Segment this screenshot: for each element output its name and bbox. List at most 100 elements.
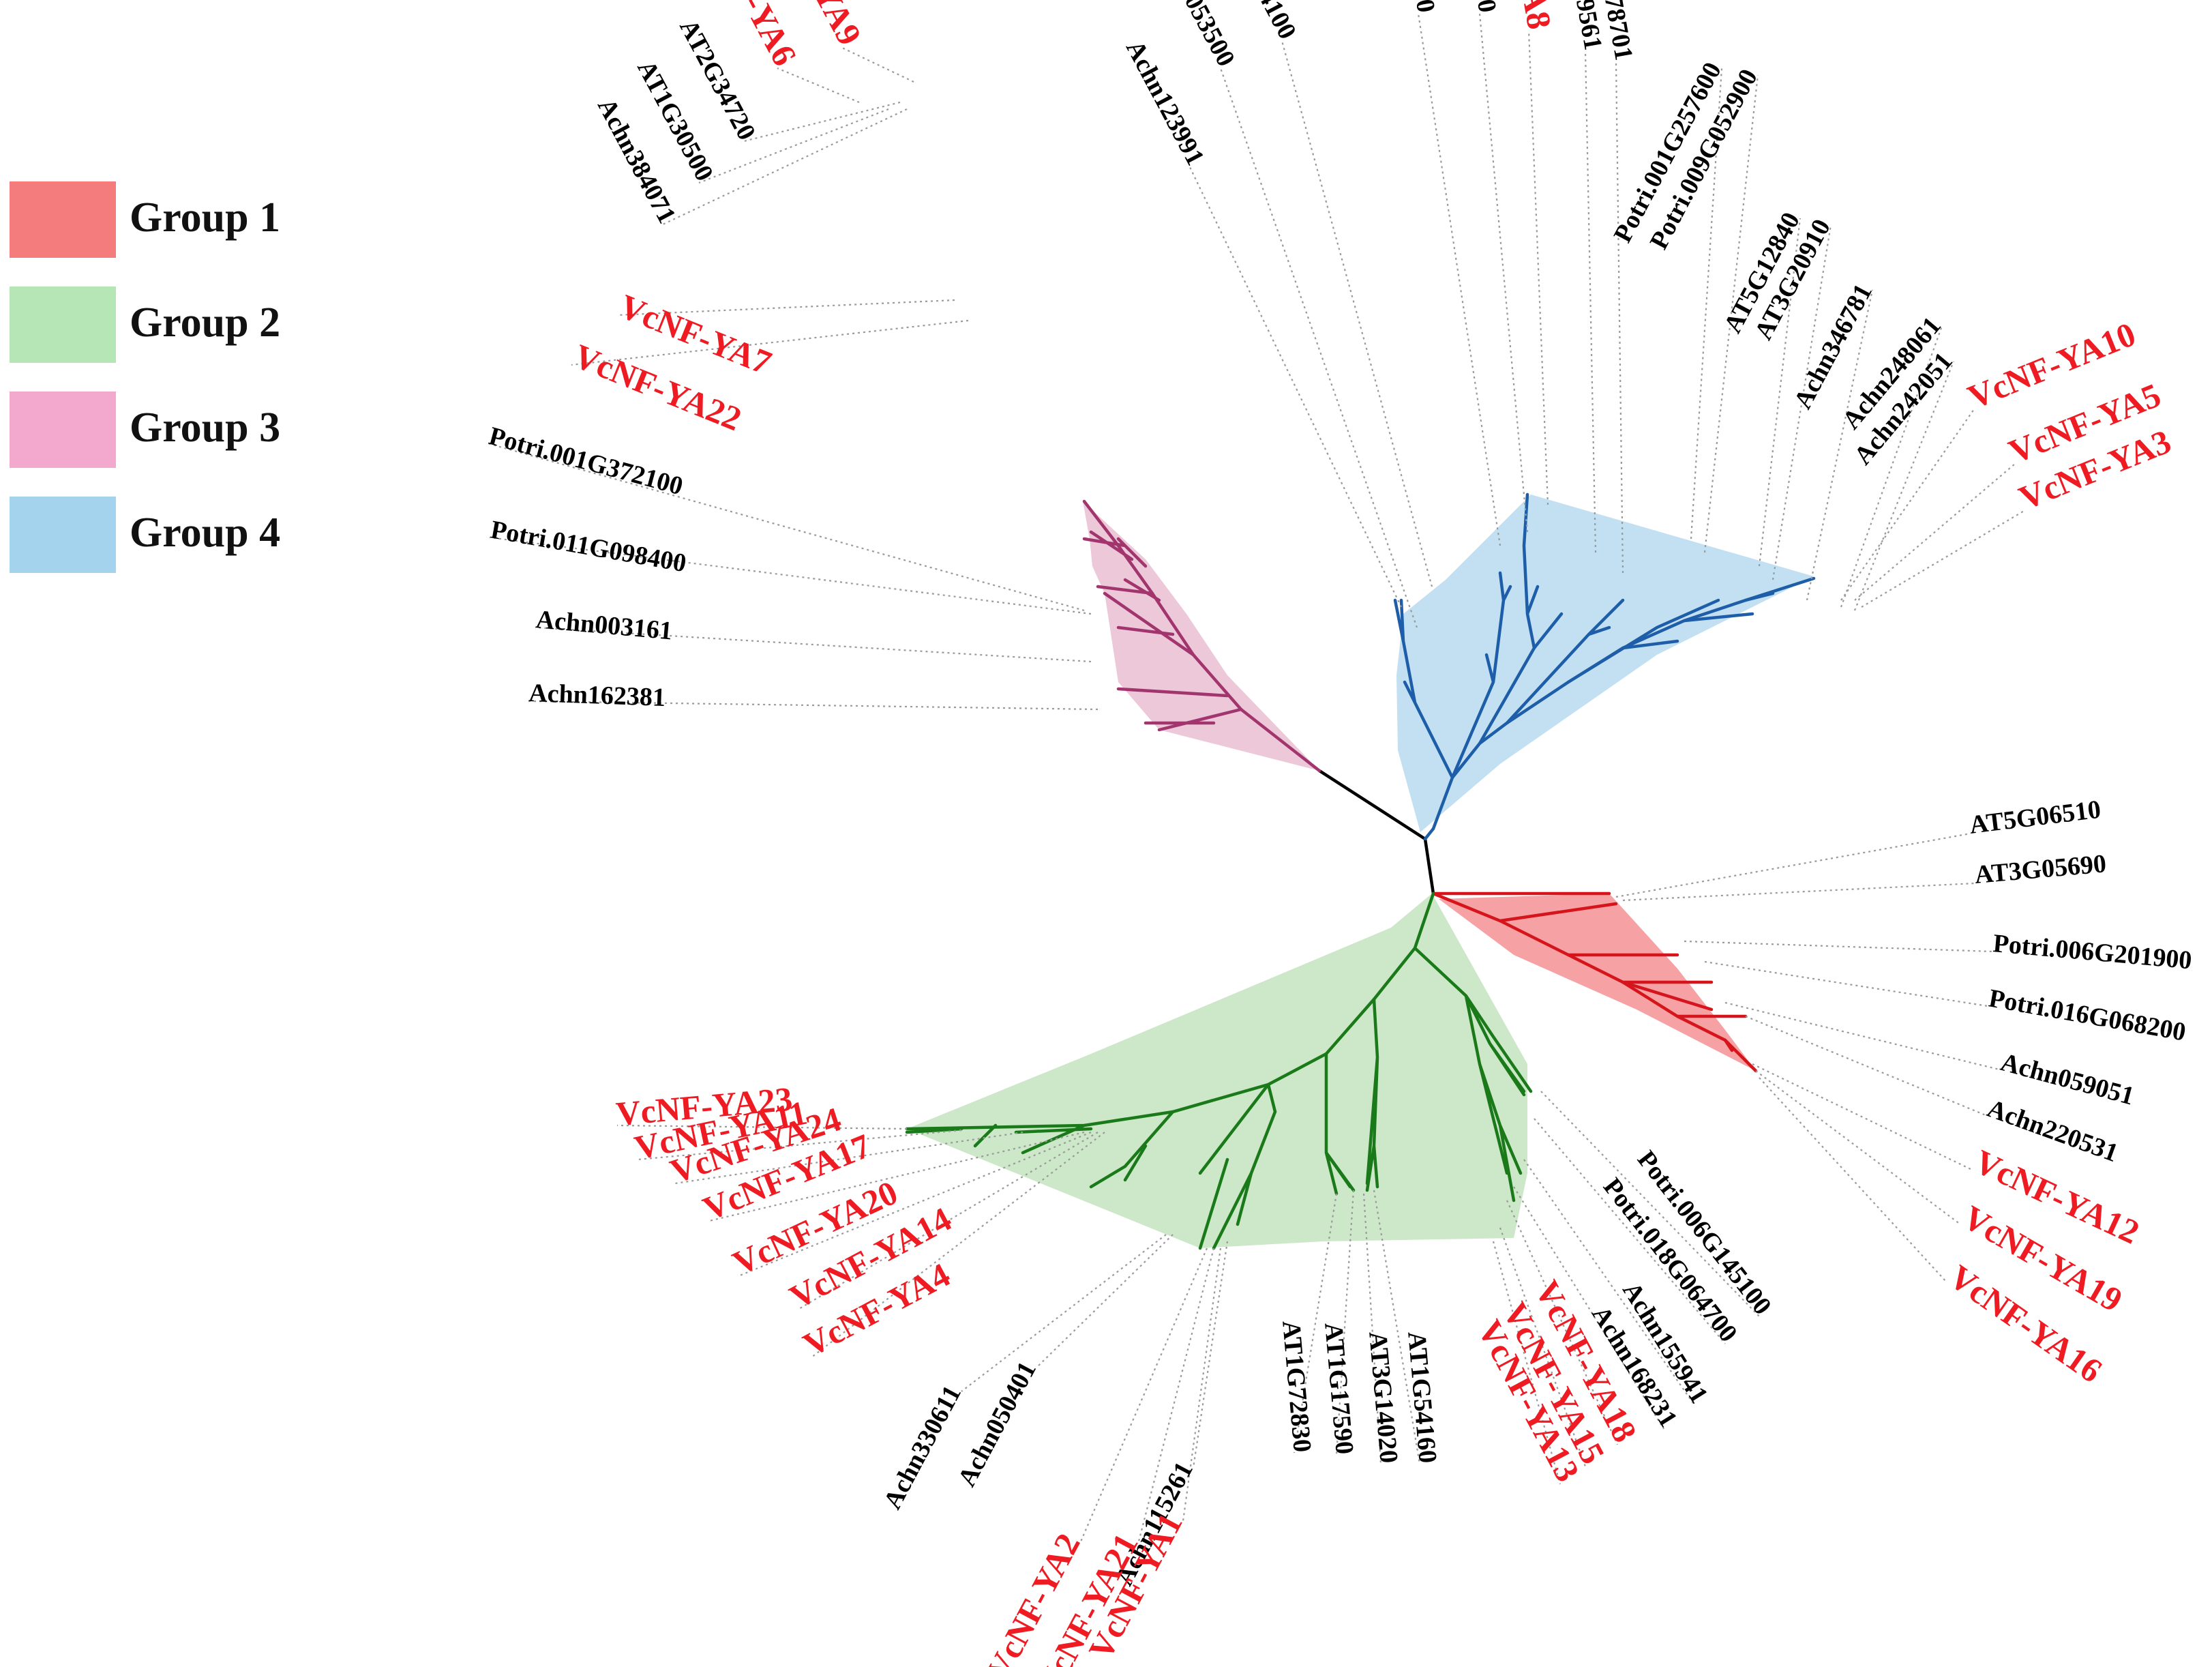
leader-line [1861, 510, 2026, 608]
leaf-label-achn123991: Achn123991 [1120, 35, 1210, 170]
group-4-stem [1423, 827, 1435, 841]
group-1-branches [1431, 891, 1748, 1052]
leader-line [1079, 1248, 1208, 1542]
leader-line [1417, 13, 1501, 546]
leader-line [1492, 1241, 1561, 1485]
leader-line [698, 108, 889, 184]
leader-line [1137, 1248, 1215, 1542]
leaf-label-vcnf-ya8: VcNF-YA8 [1493, 0, 1559, 32]
leader-line [1219, 68, 1418, 628]
leader-line [1189, 166, 1402, 608]
leaf-label-at1g17590: AT1G17590 [1319, 1321, 1359, 1455]
leader-line [1704, 960, 1988, 1007]
leader-line [1752, 1063, 1973, 1170]
root-branch [1317, 769, 1435, 896]
leaf-label-at3g14020: AT3G14020 [1363, 1330, 1403, 1464]
leader-line [961, 1234, 1167, 1392]
leader-line [1036, 1234, 1174, 1368]
legend-label-group-4: Group 4 [130, 510, 281, 556]
leader-line-layer [487, 13, 2026, 1542]
leader-line [1293, 1193, 1338, 1454]
legend-label-group-3: Group 3 [130, 404, 281, 451]
group-4-shading [1396, 495, 1814, 832]
leader-line [1703, 74, 1759, 553]
leader-line [1335, 1190, 1355, 1456]
legend-label-group-1: Group 1 [130, 194, 281, 241]
leaf-label-potri-011g098400: Potri.011G098400 [488, 516, 688, 578]
leader-line [1840, 325, 1943, 608]
leader-line [1684, 940, 1993, 953]
leader-line [1690, 68, 1723, 540]
leader-line [528, 700, 1098, 711]
leader-line [1745, 1015, 1986, 1117]
leaf-label-achn162381: Achn162381 [528, 679, 666, 712]
leaf-label-at1g54160: AT1G54160 [1402, 1330, 1442, 1464]
leader-line [841, 47, 914, 83]
leader-line [1513, 1186, 1664, 1430]
group-2-backbone [905, 891, 1435, 1131]
leader-line [1499, 1227, 1587, 1467]
leaf-label-potri-006g201900: Potri.006G201900 [1992, 929, 2193, 975]
legend-item-group-4: Group 4 [10, 497, 280, 573]
group-2-branches [905, 946, 1533, 1250]
leader-line [1622, 882, 1976, 902]
leader-line [811, 1132, 1105, 1358]
leaf-label-achn059051: Achn059051 [1998, 1048, 2138, 1110]
leader-line [1615, 61, 1624, 574]
leaf-label-potri-016g068200: Potri.016G068200 [1986, 984, 2187, 1047]
leader-line [616, 1124, 908, 1130]
group-3-shading [1083, 501, 1319, 771]
leader-line [1373, 1190, 1421, 1464]
leaf-label-achn029561: Achn029561 [1555, 0, 1607, 53]
leader-line [661, 108, 908, 226]
leader-line [797, 1132, 1098, 1310]
leader-line [1759, 1077, 1947, 1283]
leader-line [1615, 832, 1971, 898]
leader-line [1724, 1001, 2000, 1071]
leader-line [1281, 40, 1433, 587]
leaf-label-at5g06510: AT5G06510 [1968, 795, 2102, 840]
leader-line [741, 101, 901, 143]
leader-line [708, 1131, 1085, 1222]
leader-line [1362, 1193, 1382, 1464]
leader-line [1182, 1248, 1222, 1522]
leader-line [1192, 1241, 1229, 1469]
group-3-backbone [1082, 499, 1321, 773]
leader-line [1806, 289, 1874, 601]
leaf-label-achn330611: Achn330611 [878, 1381, 967, 1514]
leader-line [674, 1131, 1023, 1185]
legend-item-group-1: Group 1 [10, 181, 280, 258]
leaf-label-potri-001g266000: Potri.001G266000 [1439, 0, 1501, 15]
leaf-label-achn050401: Achn050401 [953, 1357, 1042, 1492]
leader-line [535, 626, 1092, 663]
leader-line [616, 299, 955, 316]
leaf-label-potri-001g372100: Potri.001G372100 [486, 422, 686, 501]
leader-line [1534, 1118, 1726, 1344]
legend-swatch-group-4 [10, 497, 116, 573]
leaf-label-at3g05690: AT3G05690 [1973, 849, 2107, 889]
leader-line [1506, 1200, 1619, 1445]
leader-line [777, 67, 860, 104]
legend-item-group-3: Group 3 [10, 392, 280, 468]
leader-line [1755, 1070, 1961, 1225]
branch-layer [905, 492, 1816, 1250]
leaf-label-potri-009g060900: Potri.009G060900 [1377, 0, 1440, 15]
leaf-label-layer: VcNF-YA9VcNF-YA6AT2G34720AT1G30500Achn38… [486, 0, 2193, 1667]
leader-line [1527, 30, 1549, 505]
legend-swatch-group-3 [10, 392, 116, 468]
legend-swatch-group-2 [10, 286, 116, 363]
leader-line [1854, 463, 2016, 601]
leaf-label-at1g72830: AT1G72830 [1276, 1319, 1317, 1453]
leader-line [1840, 409, 1975, 601]
leader-line [1478, 13, 1529, 533]
leader-line [1523, 1159, 1695, 1406]
group-1-shading [1439, 894, 1756, 1071]
leader-line [1584, 50, 1597, 553]
group-3-branches [1082, 530, 1243, 732]
leaf-label-achn003161: Achn003161 [535, 605, 673, 645]
group-shading-layer [907, 495, 1814, 1248]
legend-swatch-group-1 [10, 181, 116, 258]
leader-line [1758, 218, 1802, 567]
